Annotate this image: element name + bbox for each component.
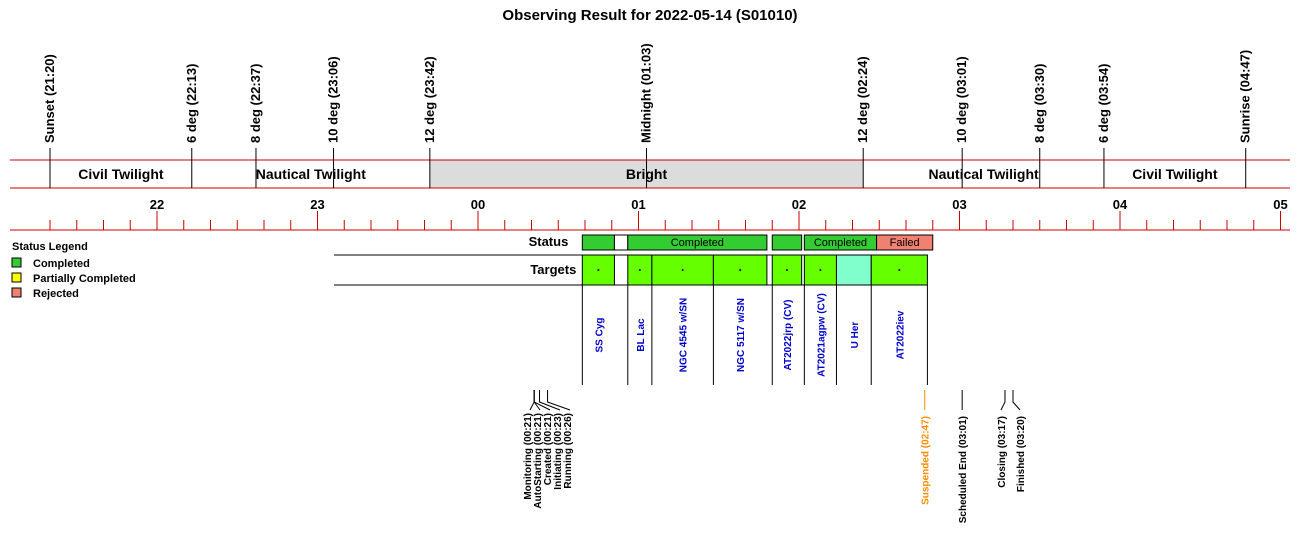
run-event-label: Suspended (02:47) [921, 416, 932, 505]
run-event-label: Initiating (00:23) [553, 413, 564, 490]
status-legend: Status Legend Completed Partially Complete… [11, 241, 136, 300]
hour-tick-label: 03 [952, 197, 966, 212]
hour-tick-label: 23 [310, 197, 324, 212]
status-block [613, 234, 629, 251]
sun-event-label: 6 deg (22:13) [184, 64, 199, 143]
target-marker-dot [898, 269, 901, 271]
sun-event-label: Midnight (01:03) [639, 43, 654, 143]
hour-tick-label: 00 [471, 197, 485, 212]
hour-tick-label: 05 [1273, 197, 1287, 212]
run-event-line [547, 390, 571, 411]
twilight-segment [863, 160, 1104, 188]
sun-event-label: 12 deg (23:42) [422, 56, 437, 143]
sun-event-label: 8 deg (22:37) [248, 64, 263, 143]
run-event-markers: Monitoring (00:21) AutoStarting (00:21) Cr… [523, 390, 1027, 523]
status-blocks: Completed Completed Failed [581, 234, 934, 251]
sun-event-label: 6 deg (03:54) [1096, 64, 1111, 143]
run-event-line [539, 390, 561, 411]
sun-event-label: 12 deg (02:24) [855, 56, 870, 143]
status-block [876, 234, 934, 251]
status-block [771, 234, 803, 251]
sun-event-label: 10 deg (23:06) [326, 56, 341, 143]
target-blocks: SS Cyg BL Lac NGC 4545 w/SN NGC 5117 w/SN AT… [581, 254, 928, 385]
twilight-segment [50, 160, 192, 188]
status-block-label: Completed [814, 237, 867, 249]
target-marker-dot [681, 269, 684, 271]
legend-item-label: Completed [33, 258, 90, 270]
twilight-segment-label: Nautical Twilight [928, 166, 1039, 182]
twilight-segment-label: Civil Twilight [1132, 166, 1218, 182]
target-label: NGC 4545 w/SN [679, 298, 690, 372]
run-event-label: Monitoring (00:21) [523, 413, 534, 500]
target-marker-dot [597, 269, 600, 271]
run-event-line [1000, 390, 1006, 411]
status-row-label: Status [529, 234, 569, 249]
target-label: U Her [850, 322, 861, 349]
status-block [627, 234, 768, 251]
status-block-label: Completed [671, 237, 724, 249]
legend-title: Status Legend [12, 241, 88, 253]
hour-tick-label: 22 [150, 197, 164, 212]
chart-title: Observing Result for 2022-05-14 (S01010) [502, 7, 797, 24]
run-event-label: Running (00:26) [563, 413, 574, 489]
target-marker-dot [785, 269, 788, 271]
run-event-line [1012, 390, 1021, 411]
legend-swatch [11, 272, 22, 283]
run-event-label: Finished (03:20) [1016, 416, 1027, 492]
run-event-label: Scheduled End (03:01) [958, 416, 969, 523]
run-event-label: Created (00:21) [543, 413, 554, 485]
target-marker-dot [638, 269, 641, 271]
twilight-segment [1103, 160, 1246, 188]
target-marker-dot [739, 269, 742, 271]
status-block-label: Failed [890, 237, 920, 249]
target-label: BL Lac [636, 318, 647, 352]
target-label: SS Cyg [594, 317, 605, 352]
sun-event-label: 8 deg (03:30) [1032, 64, 1047, 143]
sun-event-label: 10 deg (03:01) [954, 56, 969, 143]
target-label: NGC 5117 w/SN [736, 298, 747, 372]
run-event-label: Closing (03:17) [997, 416, 1008, 488]
run-event-line [533, 390, 551, 411]
legend-swatch [11, 287, 22, 298]
run-event-line [529, 390, 535, 411]
hour-tick-label: 02 [792, 197, 806, 212]
sun-event-markers: Sunset (21:20) 6 deg (22:13) 8 deg (22:37)… [42, 43, 1253, 188]
twilight-segment-label: Nautical Twilight [256, 166, 367, 182]
twilight-segment-label: Civil Twilight [78, 166, 164, 182]
hour-tick-label: 04 [1113, 197, 1128, 212]
sun-event-label: Sunset (21:20) [42, 54, 57, 143]
twilight-segment [191, 160, 430, 188]
targets-row-label: Targets [530, 262, 576, 277]
run-event-label: AutoStarting (00:21) [533, 413, 544, 509]
hour-axis: 22 23 00 01 02 03 04 05 [10, 197, 1290, 231]
hour-tick-label: 01 [631, 197, 645, 212]
twilight-band: Civil Twilight Nautical Twilight Bright Nau… [10, 159, 1290, 189]
legend-item-label: Rejected [33, 288, 79, 300]
sun-event-label: Sunrise (04:47) [1238, 50, 1253, 143]
status-block [581, 234, 615, 251]
target-label: AT2021agpw (CV) [816, 293, 827, 377]
target-block [835, 254, 872, 286]
target-marker-dot [819, 269, 822, 271]
target-label: AT2022iev [895, 310, 906, 359]
legend-item-label: Partially Completed [33, 273, 136, 285]
legend-swatch [11, 257, 22, 268]
target-label: AT2022jrp (CV) [783, 300, 794, 371]
